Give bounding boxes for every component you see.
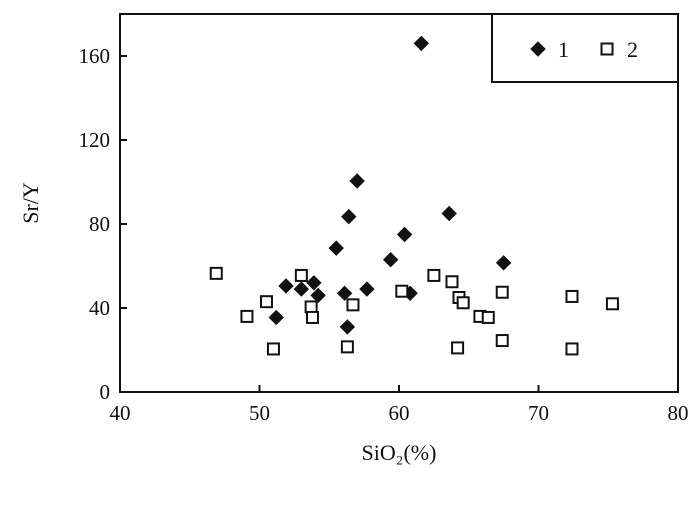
series-2-point [565, 289, 579, 303]
series-2-point [427, 268, 441, 282]
x-axis-label: SiO₂(%) [362, 440, 437, 465]
series-2-point [565, 342, 579, 356]
legend-marker-series-1 [530, 41, 546, 57]
series-2-point [259, 295, 273, 309]
x-tick-label: 60 [389, 401, 410, 425]
x-tick-label: 40 [110, 401, 131, 425]
series-2-point [445, 275, 459, 289]
series-2-point [451, 341, 465, 355]
data-points [209, 35, 619, 356]
series-2-point [304, 300, 318, 314]
series-1-point [336, 285, 353, 302]
y-tick-label: 0 [100, 380, 111, 404]
series-1-point [310, 287, 326, 304]
series-2-point [294, 268, 308, 282]
legend-label-series-2: 2 [627, 37, 638, 62]
legend-box [491, 13, 679, 83]
series-1-point [339, 319, 356, 335]
y-tick-label: 160 [79, 44, 111, 68]
series-2-point [240, 309, 254, 323]
series-1-point [396, 226, 413, 243]
series-2-point [340, 340, 354, 354]
y-tick-label: 40 [89, 296, 110, 320]
series-1-point [306, 275, 322, 291]
series-2-point [456, 296, 470, 310]
series-1-point [328, 240, 344, 256]
series-2-point [306, 310, 320, 324]
series-1-point [349, 173, 365, 189]
y-tick-label: 80 [89, 212, 110, 236]
legend-marker-series-2 [600, 42, 614, 56]
series-1-point [341, 208, 357, 225]
series-1-point [268, 309, 284, 326]
series-2-point [266, 342, 280, 356]
series-2-point [346, 298, 360, 312]
series-1-point [293, 281, 310, 297]
series-2-point [605, 297, 619, 311]
x-tick-label: 80 [668, 401, 689, 425]
series-2-point [481, 310, 495, 324]
series-2-point [209, 266, 223, 280]
legend-label-series-1: 1 [558, 37, 569, 62]
y-axis-label: Sr/Y [18, 182, 43, 224]
x-tick-label: 70 [528, 401, 549, 425]
x-tick-label: 50 [249, 401, 270, 425]
series-1-point [413, 35, 430, 52]
series-2-point [495, 334, 509, 348]
series-1-point [495, 255, 512, 271]
series-2-point [495, 285, 509, 299]
y-tick-label: 120 [79, 128, 111, 152]
series-1-point [441, 205, 457, 222]
series-1-point [278, 278, 294, 294]
series-1-point [382, 251, 399, 268]
series-2-point [395, 284, 409, 298]
series-1-point [359, 281, 375, 297]
